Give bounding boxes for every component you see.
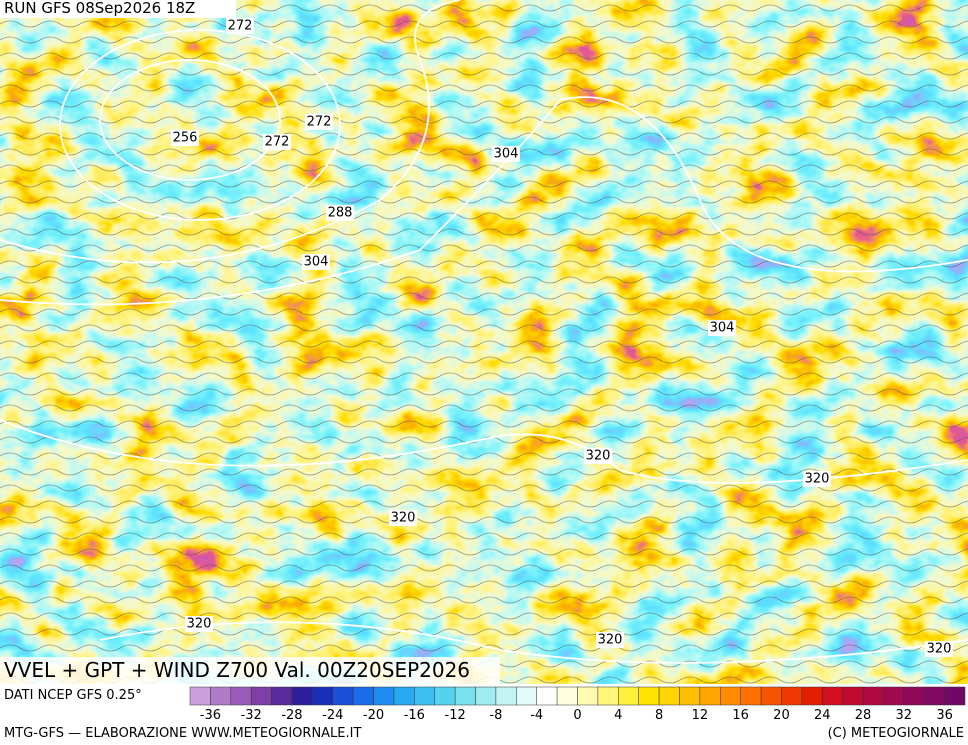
contour-label-bg	[925, 641, 953, 657]
contour-labels: 272 256 272 272 304 288 304 304 320 320 320 320 320 3…	[171, 18, 953, 657]
contour-label: 320	[187, 617, 212, 632]
colorbar-tick-label: 24	[814, 708, 831, 723]
run-label: RUN GFS 08Sep2026 18Z	[4, 0, 195, 17]
colorbar-swatch	[210, 686, 232, 706]
colorbar-tick-label: 28	[855, 708, 872, 723]
colorbar-swatch	[923, 686, 945, 706]
contour-label: 304	[710, 321, 735, 336]
contour-label: 304	[304, 255, 329, 270]
colorbar-swatch	[618, 686, 639, 706]
colorbar-swatch	[638, 686, 660, 706]
contour-label-bg	[596, 632, 624, 648]
colorbar-swatch	[414, 686, 435, 706]
colorbar-swatch	[720, 686, 741, 706]
colorbar-tick-label: 32	[896, 708, 913, 723]
colorbar-tick-label: -20	[363, 708, 384, 723]
contour-label: 320	[598, 633, 623, 648]
colorbar-swatch	[883, 686, 905, 706]
colorbar-swatch	[699, 686, 721, 706]
colorbar-swatch	[903, 686, 925, 706]
colorbar-tick-label: -16	[404, 708, 425, 723]
colorbar-swatch	[842, 686, 864, 706]
contour-label: 320	[391, 511, 416, 526]
colorbar-tick-label: -4	[530, 708, 543, 723]
header-bg	[0, 0, 236, 18]
colorbar-tick-label: 20	[773, 708, 790, 723]
colorbar-swatch	[556, 686, 578, 706]
colorbar-swatch	[821, 686, 843, 706]
contour-label-bg	[226, 18, 254, 34]
colorbar-swatch	[862, 686, 884, 706]
colorbar-swatch	[536, 686, 558, 706]
footer-right: (C) METEOGIORNALE	[828, 726, 964, 741]
colorbar-swatch	[373, 686, 395, 706]
contour-label: 272	[228, 19, 253, 34]
colorbar-tick-label: -32	[241, 708, 262, 723]
colorbar-swatch	[352, 686, 374, 706]
title-bg	[0, 657, 500, 684]
colorbar-swatch	[475, 686, 497, 706]
contour-label-bg	[803, 471, 831, 487]
colorbar-tick-label: 8	[655, 708, 663, 723]
colorbar-tick-label: -12	[445, 708, 466, 723]
contour-label-bg	[302, 254, 330, 270]
colorbar-swatch	[434, 686, 456, 706]
colorbar-swatch	[516, 686, 537, 706]
colorbar-swatch	[454, 686, 476, 706]
contour-label: 256	[173, 131, 198, 146]
contour-label: 320	[805, 472, 830, 487]
contour-label-bg	[389, 510, 417, 526]
colorbar-swatch	[230, 686, 252, 706]
colorbar-tick-label: 16	[732, 708, 749, 723]
colorbar-swatch	[393, 686, 415, 706]
contour-label: 320	[927, 642, 952, 657]
colorbar-tick-label: 36	[936, 708, 953, 723]
contour-label-bg	[171, 130, 199, 146]
colorbar-swatch	[577, 686, 599, 706]
wind-streamlines	[0, 0, 968, 684]
colorbar-tick-label: 12	[692, 708, 709, 723]
contour-label-bg	[492, 146, 520, 162]
colorbar-swatch	[658, 686, 680, 706]
colorbar-swatch	[250, 686, 272, 706]
colorbar-swatch	[291, 686, 313, 706]
contour-label: 320	[586, 449, 611, 464]
contour-label: 272	[307, 115, 332, 130]
colorbar: -36 -32 -28 -24 -20 -16 -12 -8 -4 0 4 8 12 16 20 24 28 32…	[189, 686, 966, 723]
map: 272 256 272 272 304 288 304 304 320 320 320 320 320 3…	[0, 0, 968, 684]
colorbar-swatch	[760, 686, 782, 706]
map-title: VVEL + GPT + WIND Z700 Val. 00Z20SEP2026	[4, 658, 470, 682]
gpt-contours	[0, 0, 968, 663]
colorbar-swatch	[801, 686, 823, 706]
colorbar-tick-label: 4	[614, 708, 622, 723]
contour-label-bg	[708, 320, 736, 336]
colorbar-swatch	[597, 686, 619, 706]
colorbar-tick-label: -24	[322, 708, 343, 723]
contour-label-bg	[185, 616, 213, 632]
contour-label: 272	[265, 135, 290, 150]
colorbar-tick-label: -8	[489, 708, 502, 723]
contour-label-bg	[263, 134, 291, 150]
colorbar-swatch	[312, 686, 334, 706]
colorbar-swatch	[332, 686, 354, 706]
contour-label: 304	[494, 147, 519, 162]
contour-label-bg	[305, 114, 333, 130]
footer-left: MTG-GFS — ELABORAZIONE WWW.METEOGIORNALE…	[4, 726, 361, 741]
contour-label-bg	[326, 205, 354, 221]
colorbar-tick-label: -28	[281, 708, 302, 723]
colorbar-swatch	[189, 686, 211, 706]
colorbar-swatch	[781, 686, 803, 706]
contour-label-bg	[584, 448, 612, 464]
colorbar-swatch	[495, 686, 517, 706]
colorbar-swatch	[740, 686, 762, 706]
colorbar-swatch	[944, 686, 966, 706]
colorbar-swatch	[271, 686, 293, 706]
source-label: DATI NCEP GFS 0.25°	[4, 688, 142, 703]
contour-label: 288	[328, 206, 353, 221]
colorbar-swatch	[679, 686, 701, 706]
colorbar-tick-label: 0	[573, 708, 581, 723]
colorbar-tick-label: -36	[200, 708, 221, 723]
